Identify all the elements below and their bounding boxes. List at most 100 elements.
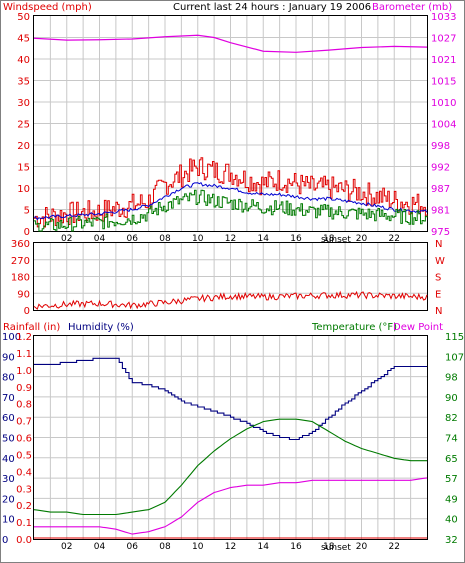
wind-y-tick-label: 30 xyxy=(17,98,30,109)
wind-y-tick-label: 35 xyxy=(17,77,30,88)
rainfall-y-tick-label: 0.2 xyxy=(16,501,32,512)
rainfall-y-tick-label: 0.9 xyxy=(16,383,32,394)
direction-y-tick-label: 270 xyxy=(11,256,30,267)
rainfall-y-tick-label: 1.2 xyxy=(16,332,32,343)
sunset-label-top: sunset xyxy=(321,235,351,245)
panel-wind-barometer: Windspeed (mph) Current last 24 hours : … xyxy=(3,2,456,245)
humidity-y-tick-label: 50 xyxy=(2,434,15,445)
compass-tick-label: W xyxy=(435,256,445,267)
temperature-y-tick-label: 82 xyxy=(445,413,458,424)
wind-y-tick-label: 15 xyxy=(17,163,30,174)
temperature-y-tick-label: 32 xyxy=(445,535,458,546)
x-tick-label: 22 xyxy=(389,234,400,244)
barometer-y-tick-label: 1033 xyxy=(431,12,456,23)
temperature-y-tick-label: 65 xyxy=(445,454,458,465)
temperature-y-tick-label: 90 xyxy=(445,393,458,404)
x-tick-label: 06 xyxy=(127,542,139,552)
dewpoint-axis-label: Dew Point xyxy=(393,322,443,333)
x-tick-label: 10 xyxy=(192,542,204,552)
humidity-y-tick-label: 60 xyxy=(2,413,15,424)
x-tick-label: 16 xyxy=(290,542,302,552)
barometer-y-tick-label: 981 xyxy=(431,206,450,217)
compass-tick-label: E xyxy=(435,289,441,300)
rainfall-y-tick-label: 0.0 xyxy=(16,535,32,546)
compass-tick-label: N xyxy=(435,306,442,317)
wind-y-tick-label: 50 xyxy=(17,12,30,23)
rainfall-y-tick-label: 0.7 xyxy=(16,417,32,428)
x-tick-label: 10 xyxy=(192,234,204,244)
temperature-y-tick-label: 40 xyxy=(445,515,458,526)
x-tick-label: 06 xyxy=(127,234,139,244)
humidity-grid xyxy=(34,336,427,539)
humidity-y-tick-label: 10 xyxy=(2,515,15,526)
x-tick-label: 18 xyxy=(323,542,335,552)
wind-mean-line xyxy=(33,181,428,221)
barometer-line xyxy=(33,34,428,53)
direction-y-tick-label: 360 xyxy=(11,239,30,250)
wind-y-tick-label: 40 xyxy=(17,55,30,66)
rainfall-y-tick-label: 0.4 xyxy=(16,467,32,478)
barometer-y-tick-label: 998 xyxy=(431,141,450,152)
x-tick-label: 14 xyxy=(258,234,270,244)
humidity-y-ticks: 0 10 20 30 40 50 60 70 80 90 100 0.0 0.1 0.2 0.3 0.4 0.5… xyxy=(2,332,464,546)
direction-y-tick-label: 90 xyxy=(17,289,30,300)
compass-tick-label: N xyxy=(435,239,442,250)
direction-y-tick-label: 0 xyxy=(24,306,30,317)
x-tick-label: 08 xyxy=(159,542,171,552)
barometer-y-tick-label: 1021 xyxy=(431,55,456,66)
direction-y-tick-label: 180 xyxy=(11,273,30,284)
wind-y-tick-label: 5 xyxy=(24,206,30,217)
wind-avg-line xyxy=(34,189,428,232)
sunset-label-bottom: sunset xyxy=(321,543,351,553)
barometer-y-tick-label: 987 xyxy=(431,184,450,195)
humidity-series xyxy=(33,357,428,539)
rainfall-y-tick-label: 1.1 xyxy=(16,349,32,360)
wind-y-tick-label: 10 xyxy=(17,184,30,195)
barometer-y-tick-label: 1015 xyxy=(431,77,456,88)
rainfall-y-tick-label: 0.8 xyxy=(16,400,32,411)
rainfall-y-tick-label: 0.1 xyxy=(16,518,32,529)
x-tick-label: 12 xyxy=(225,234,236,244)
compass-tick-label: S xyxy=(435,273,441,284)
barometer-y-tick-label: 992 xyxy=(431,163,450,174)
temperature-line xyxy=(33,418,427,516)
rainfall-y-tick-label: 0.6 xyxy=(16,434,32,445)
humidity-y-tick-label: 90 xyxy=(2,352,15,363)
x-tick-label: 14 xyxy=(258,542,270,552)
wind-y-tick-label: 25 xyxy=(17,120,30,131)
temperature-y-tick-label: 115 xyxy=(445,332,464,343)
humidity-y-tick-label: 100 xyxy=(2,332,21,343)
x-tick-label: 08 xyxy=(159,234,171,244)
x-tick-label: 18 xyxy=(323,234,335,244)
humidity-y-tick-label: 40 xyxy=(2,454,15,465)
direction-line xyxy=(33,290,428,310)
x-tick-label: 20 xyxy=(356,234,368,244)
humidity-y-tick-label: 80 xyxy=(2,373,15,384)
x-tick-label: 20 xyxy=(356,542,368,552)
humidity-y-tick-label: 0 xyxy=(2,535,8,546)
wind-grid xyxy=(34,16,427,231)
temperature-y-tick-label: 74 xyxy=(445,434,458,445)
panel-humidity-temperature: Rainfall (in) Humidity (%) Temperature (… xyxy=(2,322,464,553)
humidity-x-ticks: 02 04 06 08 10 12 14 16 18 20 22 xyxy=(61,542,400,552)
barometer-axis-label: Barometer (mb) xyxy=(372,2,452,13)
x-tick-label: 12 xyxy=(225,542,236,552)
barometer-y-tick-label: 1027 xyxy=(431,34,456,45)
temperature-y-tick-label: 49 xyxy=(445,494,458,505)
wind-series xyxy=(33,34,428,232)
barometer-y-tick-label: 1004 xyxy=(431,120,456,131)
rainfall-y-tick-label: 0.3 xyxy=(16,484,32,495)
barometer-y-tick-label: 1010 xyxy=(431,98,456,109)
x-tick-label: 04 xyxy=(94,234,106,244)
wind-y-tick-label: 20 xyxy=(17,141,30,152)
x-tick-label: 16 xyxy=(290,234,302,244)
barometer-y-tick-label: 975 xyxy=(431,227,450,238)
x-tick-label: 02 xyxy=(61,234,72,244)
rainfall-axis-label: Rainfall (in) xyxy=(3,322,60,333)
wind-x-ticks: 02 04 06 08 10 12 14 16 18 20 22 xyxy=(61,234,400,244)
wind-y-ticks: 0510152025303540455097598198799299810041… xyxy=(17,12,456,238)
dew-point-line xyxy=(34,477,428,535)
